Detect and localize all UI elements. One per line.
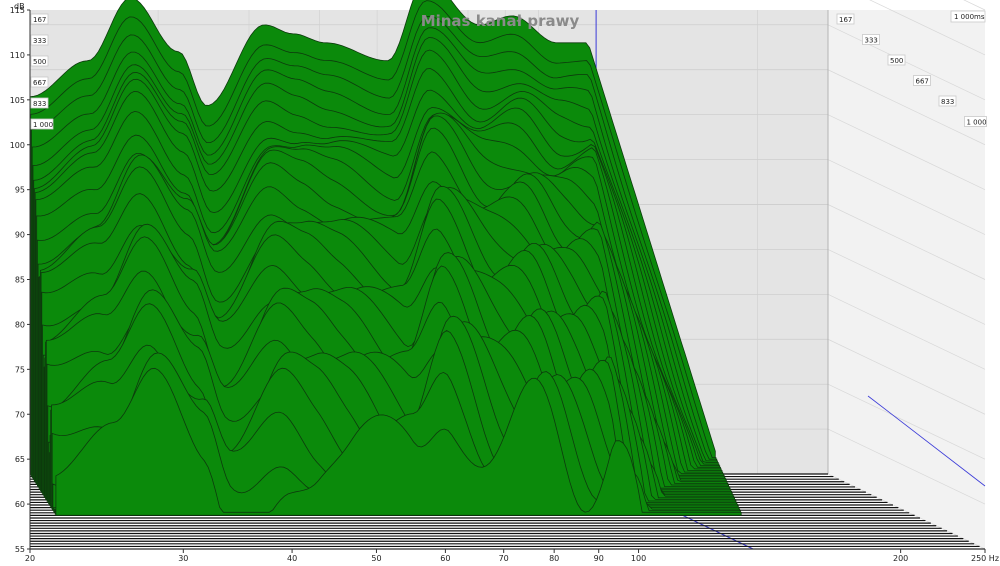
y-tick-label: 65 bbox=[15, 455, 25, 464]
side-wall bbox=[828, 10, 985, 549]
side-grid-line-db bbox=[827, 159, 986, 235]
time-tick-box bbox=[30, 118, 54, 130]
time-tick-left: 1 000 bbox=[30, 118, 54, 130]
time-tick-label: 167 bbox=[839, 16, 852, 24]
time-tick-right: 667 bbox=[913, 75, 931, 86]
x-tick-label: 90 bbox=[594, 554, 604, 563]
x-tick-label: 100 bbox=[631, 554, 646, 563]
side-grid-line-db bbox=[827, 69, 986, 146]
side-grid-line-db bbox=[869, 0, 986, 56]
side-grid-line-db bbox=[827, 338, 986, 415]
time-tick-label: 1 000 bbox=[33, 121, 53, 129]
y-tick-label: 110 bbox=[10, 51, 25, 60]
side-grid-line-db bbox=[827, 204, 986, 280]
x-tick-label: 20 bbox=[25, 554, 35, 563]
side-grid-line-db bbox=[827, 249, 986, 325]
time-tick-left: 167 bbox=[30, 13, 49, 25]
y-tick-label: 80 bbox=[15, 320, 25, 329]
x-tick-label: 60 bbox=[440, 554, 450, 563]
time-tick-left: 500 bbox=[30, 55, 49, 67]
time-tick-label: 833 bbox=[941, 98, 954, 106]
time-tick-label: 500 bbox=[890, 57, 903, 65]
y-tick-label: 55 bbox=[15, 545, 25, 554]
x-tick-label: 250 Hz bbox=[971, 554, 999, 563]
y-tick-label: 60 bbox=[15, 500, 25, 509]
x-tick-label: 80 bbox=[549, 554, 559, 563]
time-tick-box bbox=[964, 116, 987, 127]
side-grid-line-db bbox=[827, 114, 986, 190]
time-tick-right: 1 000 bbox=[964, 116, 987, 127]
x-tick-label: 200 bbox=[893, 554, 908, 563]
y-axis-label: dB bbox=[14, 2, 25, 11]
time-tick-box bbox=[30, 76, 49, 88]
time-tick-right: 167 bbox=[836, 13, 855, 25]
y-tick-label: 95 bbox=[15, 186, 25, 195]
x-tick-label: 40 bbox=[287, 554, 297, 563]
y-tick-label: 70 bbox=[15, 410, 25, 419]
x-tick-label: 30 bbox=[178, 554, 188, 563]
floor-diagonal-line bbox=[867, 395, 986, 487]
time-tick-box bbox=[836, 13, 855, 25]
x-tick-label: 70 bbox=[499, 554, 509, 563]
time-tick-box bbox=[30, 13, 49, 25]
time-tick-label: 500 bbox=[33, 58, 46, 66]
side-grid-line-db bbox=[827, 428, 986, 505]
time-tick-box bbox=[913, 75, 931, 86]
waterfall-slice bbox=[55, 367, 742, 516]
time-tick-label: 167 bbox=[33, 16, 46, 24]
time-tick-label: 667 bbox=[33, 79, 46, 87]
slice-area bbox=[55, 367, 742, 516]
time-tick-label: 333 bbox=[865, 37, 878, 45]
y-tick-label: 75 bbox=[15, 365, 25, 374]
time-tick-label: 833 bbox=[33, 100, 46, 108]
time-tick-left: 333 bbox=[30, 34, 49, 46]
time-unit-box: 1 000ms bbox=[950, 10, 986, 23]
time-tick-box bbox=[862, 34, 880, 45]
time-tick-box bbox=[938, 95, 957, 107]
time-tick-box bbox=[30, 34, 49, 46]
side-grid-line-db bbox=[963, 0, 986, 11]
time-tick-left: 667 bbox=[30, 76, 49, 88]
time-tick-box bbox=[887, 54, 906, 66]
y-tick-label: 115 bbox=[10, 6, 25, 15]
side-grid-line-db bbox=[827, 383, 986, 460]
side-grid-line-db bbox=[827, 294, 986, 370]
y-tick-label: 85 bbox=[15, 276, 25, 285]
time-tick-label: 1 000 bbox=[967, 119, 987, 127]
side-grid-line-db bbox=[827, 24, 986, 101]
time-tick-right: 333 bbox=[862, 34, 880, 45]
time-tick-box bbox=[30, 97, 49, 109]
time-tick-box bbox=[30, 55, 49, 67]
chart-title: Minas kanał prawy bbox=[421, 12, 580, 30]
time-tick-label: 333 bbox=[33, 37, 46, 45]
y-tick-label: 90 bbox=[15, 231, 25, 240]
time-unit-rect bbox=[950, 10, 986, 23]
time-tick-label: 667 bbox=[916, 78, 929, 86]
time-unit-label: 1 000ms bbox=[954, 13, 985, 21]
time-tick-right: 500 bbox=[887, 54, 906, 66]
x-tick-label: 50 bbox=[371, 554, 381, 563]
y-tick-label: 100 bbox=[10, 141, 25, 150]
time-tick-left: 833 bbox=[30, 97, 49, 109]
time-tick-right: 833 bbox=[938, 95, 957, 107]
y-tick-label: 105 bbox=[10, 96, 25, 105]
